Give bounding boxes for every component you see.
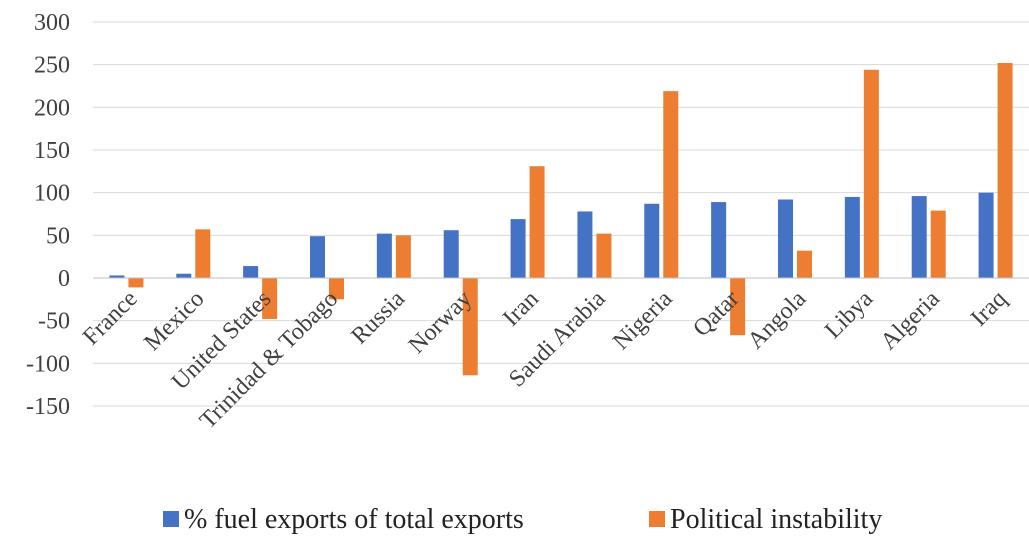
x-category-label: Russia [346,286,410,350]
political-instability-bar-mexico [195,229,211,278]
x-category-label: Libya [820,286,878,344]
y-tick-label: -150 [26,394,70,420]
legend-swatch [649,511,665,527]
political-instability-bar-iran [529,166,545,278]
y-tick-label: 100 [34,181,70,207]
x-category-label: Iran [498,286,544,332]
y-tick-label: 200 [34,95,70,121]
fuel-exports-bar-angola [778,199,793,278]
political-instability-bar-nigeria [663,91,679,279]
y-tick-label: 250 [34,53,70,79]
y-tick-label: 0 [58,266,70,292]
bars [109,62,1013,376]
fuel-exports-bar-libya [844,196,860,278]
political-instability-bar-angola [797,250,812,278]
y-tick-label: 50 [46,223,70,249]
legend-swatch [163,511,179,527]
political-instability-bar-qatar [730,278,746,336]
political-instability-bar-france [128,278,144,288]
fuel-exports-bar-united-states [243,266,259,278]
y-axis-tick-labels: 300 250 200 150 100 50 0 -50 -100 -150 [26,10,70,420]
legend-label: Political instability [670,504,882,535]
political-instability-bar-iraq [997,62,1013,279]
y-tick-label: 150 [34,138,70,164]
political-instability-bar-algeria [930,210,946,278]
political-instability-bar-norway [462,278,478,376]
legend: % fuel exports of total exports Political… [163,504,882,535]
legend-label: % fuel exports of total exports [184,504,524,535]
y-tick-label: 300 [34,10,70,36]
political-instability-bar-trinidad-tobago [329,278,344,300]
fuel-exports-bar-iraq [978,192,994,278]
y-tick-label: -50 [38,309,70,335]
fuel-exports-bar-mexico [176,273,192,278]
x-category-label: Iraq [966,286,1012,332]
fuel-exports-bar-trinidad-tobago [310,236,325,278]
fuel-exports-bar-france [109,275,125,278]
political-instability-bar-saudi-arabia [596,233,612,278]
x-category-label: France [78,286,143,351]
y-tick-label: -100 [26,351,70,377]
fuel-exports-bar-russia [376,233,392,278]
political-instability-bar-russia [395,235,411,278]
fuel-exports-bar-norway [443,230,459,278]
political-instability-bar-libya [863,69,879,278]
fuel-exports-bar-algeria [911,196,927,278]
fuel-exports-bar-qatar [711,202,727,278]
political-instability-bar-united-states [262,278,278,319]
fuel-exports-bar-nigeria [644,203,660,278]
x-category-label: Angola [743,286,812,355]
fuel-exports-bar-saudi-arabia [577,211,593,278]
fuel-exports-bar-iran [510,219,526,278]
